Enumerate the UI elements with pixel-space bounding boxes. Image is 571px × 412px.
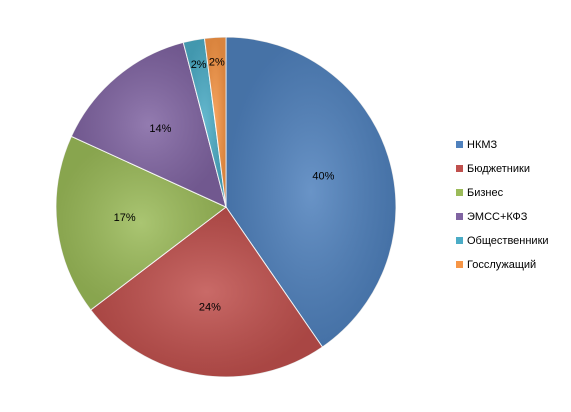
data-label: 14% bbox=[149, 123, 171, 135]
data-label: 40% bbox=[312, 171, 334, 183]
data-label: 2% bbox=[191, 59, 207, 71]
legend-label: Общественники bbox=[467, 235, 549, 247]
data-label: 24% bbox=[199, 302, 221, 314]
legend-label: Бизнес bbox=[467, 187, 504, 199]
legend-label: Бюджетники bbox=[467, 163, 530, 175]
legend-swatch bbox=[456, 141, 463, 148]
legend-swatch bbox=[456, 213, 463, 220]
legend-label: ЭМСС+КФЗ bbox=[467, 211, 528, 223]
data-label: 17% bbox=[114, 212, 136, 224]
legend-swatch bbox=[456, 189, 463, 196]
legend-label: Госслужащий bbox=[467, 259, 536, 271]
legend-swatch bbox=[456, 165, 463, 172]
data-label: 2% bbox=[209, 57, 225, 69]
legend-label: НКМЗ bbox=[467, 139, 498, 151]
legend-swatch bbox=[456, 237, 463, 244]
legend-swatch bbox=[456, 261, 463, 268]
